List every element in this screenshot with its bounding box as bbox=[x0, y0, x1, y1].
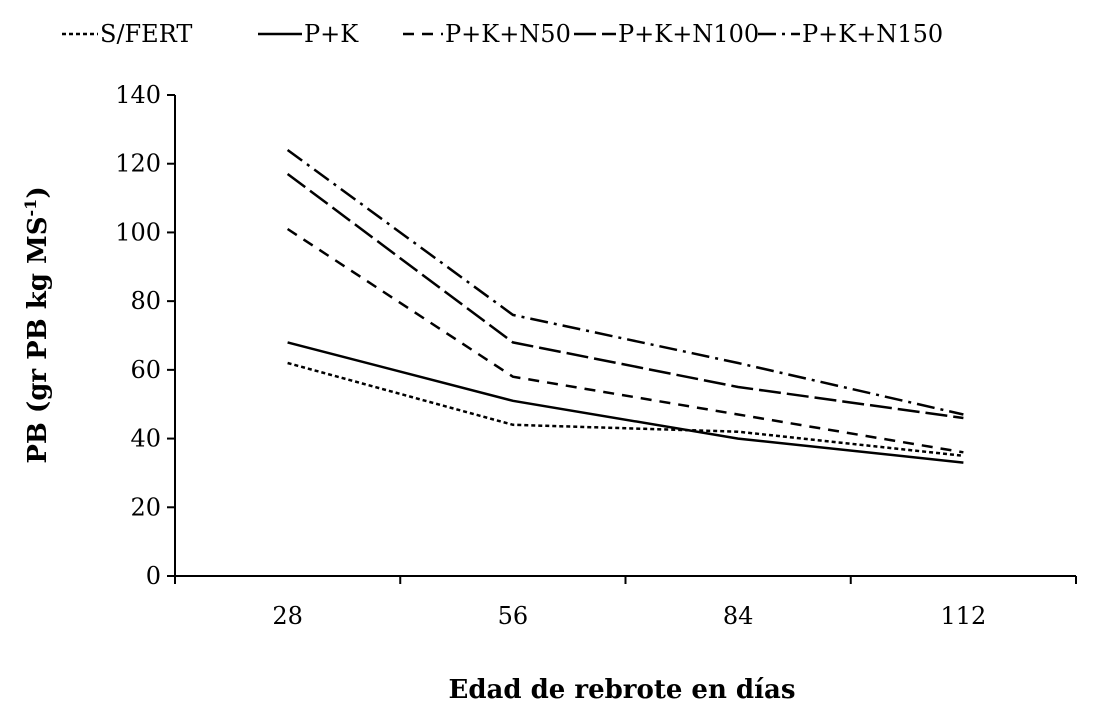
series-line-p-k-n50 bbox=[286, 227, 964, 454]
y-tick-label: 120 bbox=[115, 150, 161, 178]
series-line-p-k-n100 bbox=[286, 172, 964, 420]
x-tick-label: 56 bbox=[498, 602, 529, 630]
series-line-p-k bbox=[287, 341, 964, 464]
legend-label: P+K+N100 bbox=[618, 20, 759, 48]
y-axis-title: PB (gr PB kg MS-1) bbox=[21, 186, 53, 463]
y-axis-title-close: ) bbox=[23, 186, 53, 198]
y-tick-label: 100 bbox=[115, 218, 161, 246]
y-tick-label: 80 bbox=[130, 287, 161, 315]
series-line-s-fert bbox=[287, 361, 964, 458]
y-axis-title-main: PB (gr PB kg MS bbox=[23, 216, 53, 463]
legend-label: P+K+N50 bbox=[445, 20, 571, 48]
legend-label: P+K+N150 bbox=[802, 20, 943, 48]
y-tick-label: 20 bbox=[130, 493, 161, 521]
x-tick-label: 28 bbox=[272, 602, 303, 630]
axes: 0 20 40 60 80 100 120 140 28 56 84 112 bbox=[115, 81, 1077, 630]
y-tick-label: 40 bbox=[130, 425, 161, 453]
legend: S/FERT P+K P+K+N50 P+K+N100 P+K+N150 bbox=[62, 20, 943, 48]
y-tick-label: 60 bbox=[130, 356, 161, 384]
y-axis-title-superscript: -1 bbox=[21, 199, 40, 217]
legend-label: P+K bbox=[304, 20, 359, 48]
y-tick-label: 140 bbox=[115, 81, 161, 109]
y-tick-label: 0 bbox=[146, 562, 161, 590]
x-tick-label: 112 bbox=[940, 602, 986, 630]
series-lines bbox=[286, 148, 964, 464]
legend-label: S/FERT bbox=[100, 20, 192, 48]
series-line-p-k-n150 bbox=[286, 148, 964, 416]
x-axis-title: Edad de rebrote en días bbox=[449, 675, 796, 705]
x-tick-label: 84 bbox=[723, 602, 754, 630]
